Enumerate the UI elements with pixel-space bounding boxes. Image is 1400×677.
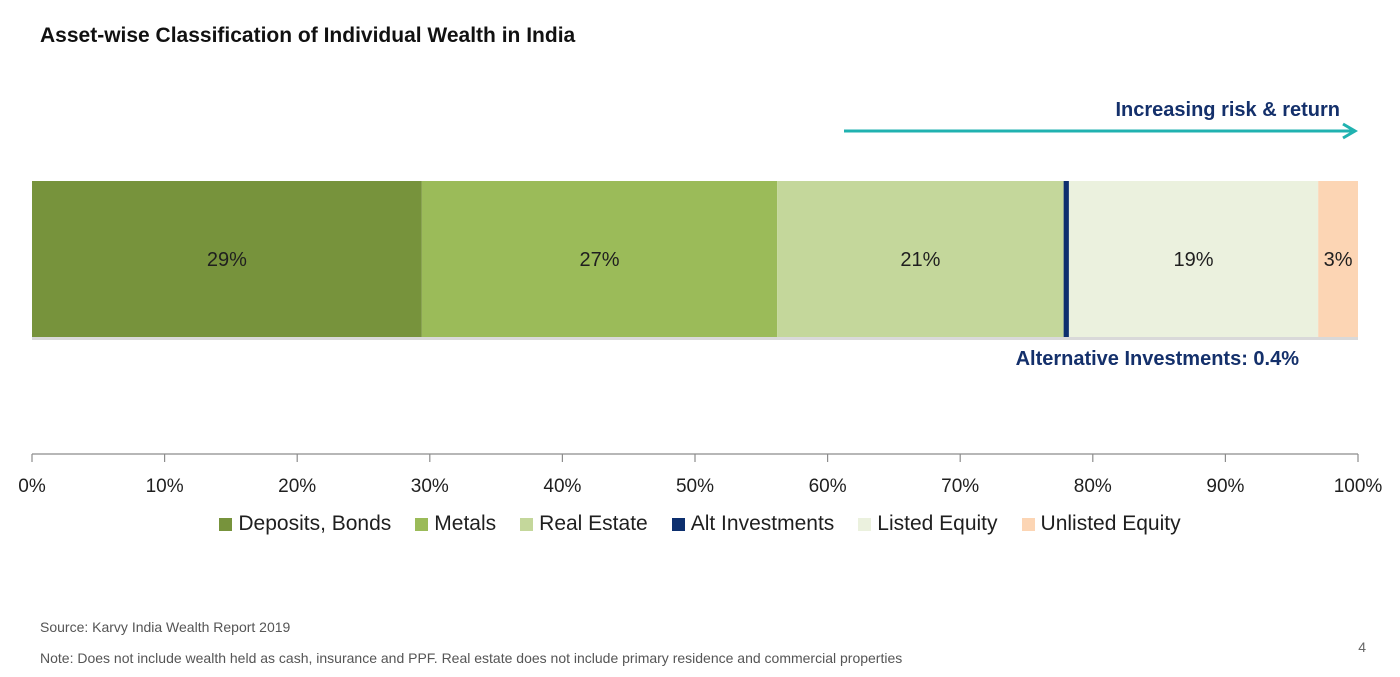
- legend-swatch-5: [1021, 517, 1035, 531]
- x-tick-label-8: 80%: [1074, 476, 1112, 497]
- legend-swatch-1: [415, 517, 429, 531]
- x-tick-label-5: 50%: [676, 476, 714, 497]
- x-tick-label-1: 10%: [146, 476, 184, 497]
- legend-swatch-2: [520, 517, 534, 531]
- bar-label-4: 19%: [1174, 249, 1214, 271]
- legend-item-3: Alt Investments: [671, 512, 835, 536]
- legend-label-3: Alt Investments: [690, 512, 835, 535]
- x-tick-label-10: 100%: [1334, 476, 1383, 497]
- legend-item-0: Deposits, Bonds: [219, 512, 391, 536]
- bar-label-2: 21%: [900, 249, 940, 271]
- legend-swatch-4: [858, 517, 872, 531]
- risk-return-label: Increasing risk & return: [1115, 99, 1340, 121]
- x-axis: 0% 10% 20% 30% 40% 50% 60% 70% 80% 90% 100%: [18, 453, 1383, 497]
- legend-item-4: Listed Equity: [858, 512, 998, 536]
- bar-segment-0: [32, 181, 422, 337]
- legend-label-1: Metals: [434, 512, 497, 535]
- legend-item-5: Unlisted Equity: [1021, 512, 1181, 536]
- alt-investments-annotation: Alternative Investments: 0.4%: [1015, 348, 1299, 370]
- x-tick-label-0: 0%: [18, 476, 46, 497]
- legend-item-2: Real Estate: [520, 512, 648, 536]
- bar-segment-2: [777, 181, 1064, 337]
- legend-label-4: Listed Equity: [877, 512, 998, 535]
- legend-swatch-0: [219, 517, 233, 531]
- bar-segments: 29% 27% 21% 19% 3%: [32, 181, 1358, 340]
- bar-segment-5: [1318, 181, 1358, 337]
- chart-title: Asset-wise Classification of Individual …: [40, 24, 576, 47]
- bar-shadow: [32, 337, 1358, 340]
- bar-label-1: 27%: [580, 249, 620, 271]
- x-tick-label-3: 30%: [411, 476, 449, 497]
- bar-segment-1: [421, 181, 778, 337]
- risk-return-arrow: [844, 122, 1358, 140]
- legend-label-0: Deposits, Bonds: [238, 512, 392, 535]
- arrow-head: [1342, 122, 1358, 140]
- bar-label-5: 3%: [1324, 249, 1353, 271]
- legend-label-2: Real Estate: [539, 512, 648, 535]
- x-tick-label-4: 40%: [543, 476, 581, 497]
- x-tick-label-2: 20%: [278, 476, 316, 497]
- x-tick-label-9: 90%: [1206, 476, 1244, 497]
- chart-legend: Deposits, Bonds Metals Real Estate Alt Inve…: [0, 512, 1400, 536]
- bar-label-0: 29%: [207, 249, 247, 271]
- source-note: Source: Karvy India Wealth Report 2019: [40, 619, 291, 635]
- page-number: 4: [1358, 639, 1366, 655]
- x-tick-label-6: 60%: [809, 476, 847, 497]
- bar-segment-3: [1063, 181, 1069, 337]
- x-tick-label-7: 70%: [941, 476, 979, 497]
- stacked-bar-chart: 29% 27% 21% 19% 3% 0% 10% 20% 30% 40% 50% 60% 70% 80…: [18, 122, 1383, 497]
- bar-segment-4: [1068, 181, 1319, 337]
- legend-item-1: Metals: [415, 512, 496, 536]
- legend-label-5: Unlisted Equity: [1040, 512, 1181, 535]
- footnote: Note: Does not include wealth held as ca…: [40, 650, 903, 666]
- legend-swatch-3: [671, 517, 685, 531]
